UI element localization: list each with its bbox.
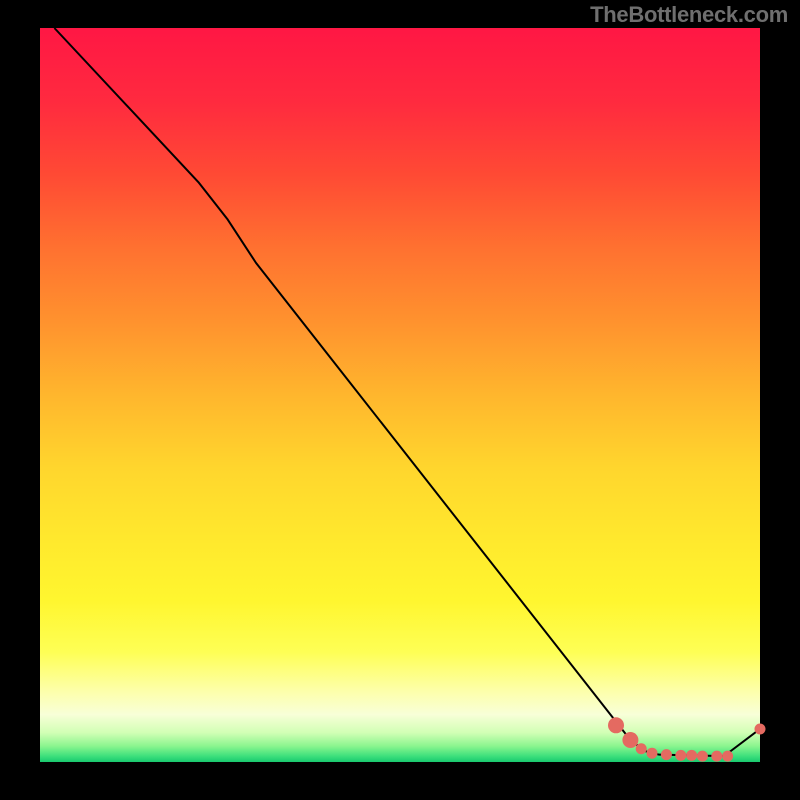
- data-point: [636, 743, 647, 754]
- data-point: [722, 751, 733, 762]
- data-point: [608, 717, 624, 733]
- data-point: [711, 751, 722, 762]
- bottleneck-chart: [0, 0, 800, 800]
- data-point: [697, 751, 708, 762]
- data-point: [661, 749, 672, 760]
- data-point: [755, 723, 766, 734]
- data-point: [675, 750, 686, 761]
- data-point: [686, 750, 697, 761]
- data-point: [647, 748, 658, 759]
- data-point: [622, 732, 638, 748]
- watermark-text: TheBottleneck.com: [590, 2, 788, 28]
- plot-background: [40, 28, 760, 762]
- chart-container: { "watermark": { "text": "TheBottleneck.…: [0, 0, 800, 800]
